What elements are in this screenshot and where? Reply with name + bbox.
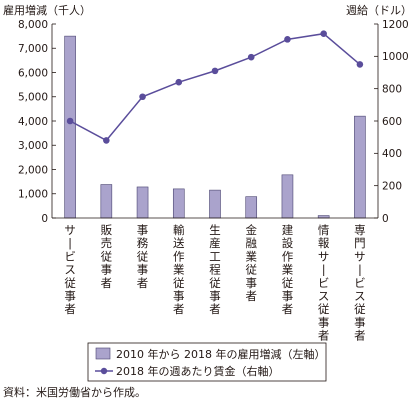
left-tick-label: 3,000 [18, 140, 48, 152]
category-label: サ|ビス従事者 [64, 223, 76, 316]
right-axis-label: 週給（ドル） [346, 3, 412, 17]
employment-bars [64, 35, 366, 219]
right-tick-label: 1000 [382, 51, 409, 63]
wage-line [69, 32, 361, 142]
category-label: 販売従事者 [101, 223, 113, 290]
left-tick-label: 2,000 [18, 164, 48, 176]
legend: 2010 年から 2018 年の雇用増減（左軸） 2018 年の週あたり賃金（右… [87, 342, 327, 382]
left-tick-label: 6,000 [18, 67, 48, 79]
legend-frame [87, 342, 327, 382]
category-label: 専門サ|ビス従事者 [354, 223, 366, 343]
wage-point [356, 61, 364, 68]
category-label: 輸送作業従事者 [173, 223, 185, 316]
employment-bar [209, 189, 221, 219]
category-labels: サ|ビス従事者 販売従事者 事務従事者 輸送作業従事者 生産工程従事者 金融業従事者 建設作… [64, 223, 366, 343]
right-tick-label: 1200 [382, 19, 409, 31]
wage-point [175, 78, 183, 86]
employment-bar [100, 184, 113, 219]
wage-point [211, 67, 219, 75]
right-axis-ticks: 0 200 400 600 800 1000 1200 [374, 19, 409, 225]
left-axis-label: 雇用増減（千人） [3, 3, 91, 17]
category-label: 生産工程従事者 [209, 223, 221, 316]
left-tick-label: 5,000 [18, 92, 48, 104]
legend-line-marker [100, 367, 108, 375]
category-label: 事務従事者 [137, 223, 149, 290]
left-tick-label: 1,000 [18, 189, 48, 201]
left-tick-label: 4,000 [18, 116, 48, 128]
wage-point [320, 30, 327, 37]
employment-bar [281, 174, 294, 219]
left-tick-label: 0 [41, 213, 48, 225]
employment-bar [245, 196, 258, 219]
left-axis-ticks: 0 1,000 2,000 3,000 4,000 5,000 6,000 7,000 8,00… [18, 19, 56, 225]
left-tick-label: 7,000 [18, 43, 48, 55]
employment-bar [136, 186, 149, 219]
category-label: 金融業従事者 [245, 223, 257, 303]
wage-series [66, 30, 364, 144]
source-note: 資料：米国労働省から作成。 [3, 385, 146, 399]
right-tick-label: 200 [382, 180, 402, 192]
category-label: 建設作業従事者 [282, 223, 294, 316]
wage-point [284, 36, 291, 43]
right-tick-label: 400 [382, 148, 402, 160]
wage-point [66, 117, 74, 125]
category-label: 情報サ|ビス従事者 [318, 223, 330, 343]
left-tick-label: 8,000 [18, 19, 48, 31]
legend-bar-label: 2010 年から 2018 年の雇用増減（左軸） [116, 347, 325, 361]
wage-point [247, 53, 255, 61]
right-tick-label: 600 [382, 116, 402, 128]
legend-bar-swatch [95, 347, 111, 360]
employment-bar [172, 188, 185, 219]
right-tick-label: 800 [382, 83, 402, 95]
employment-bar [354, 115, 366, 219]
legend-line-label: 2018 年の週あたり賃金（右軸） [116, 364, 280, 378]
chart-axes [51, 24, 379, 219]
wage-point [103, 137, 110, 144]
right-tick-label: 0 [382, 213, 389, 225]
employment-bar [64, 35, 76, 219]
wage-point [139, 93, 146, 101]
